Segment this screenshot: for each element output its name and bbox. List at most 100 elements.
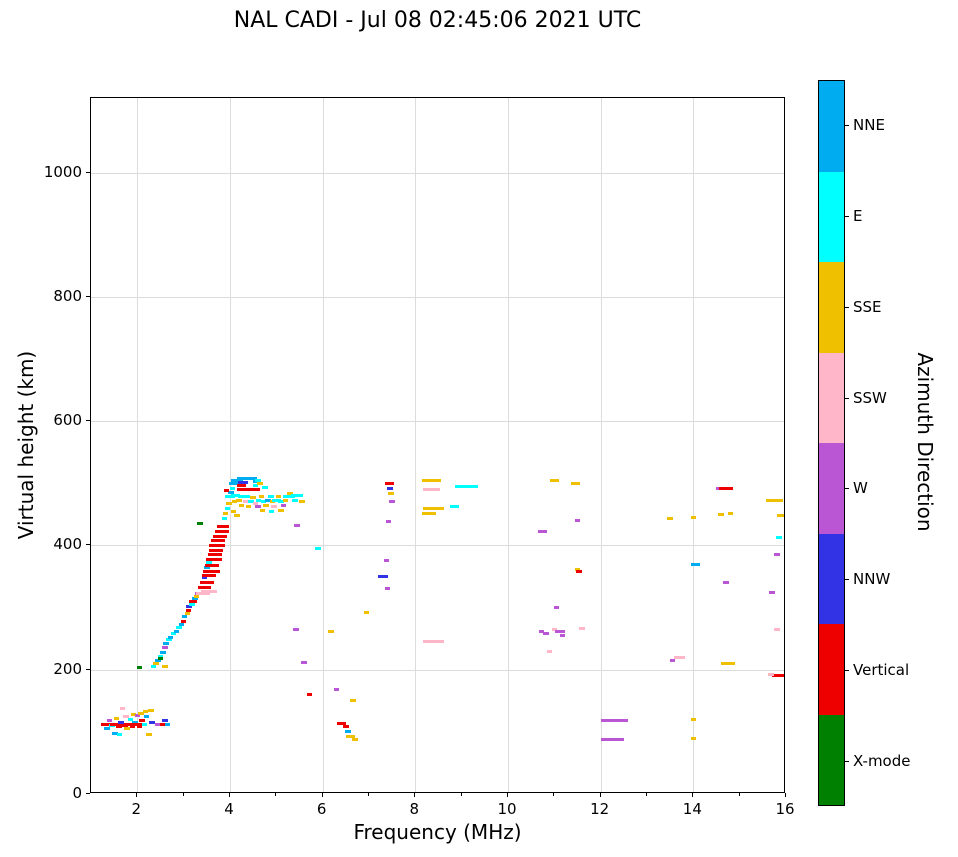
echo-point: [423, 488, 440, 491]
echo-point: [716, 486, 722, 490]
grid-line-vertical: [230, 98, 231, 792]
echo-point: [192, 596, 199, 600]
echo-point: [236, 477, 251, 481]
echo-point: [259, 508, 266, 512]
echo-point: [291, 494, 303, 498]
echo-point: [228, 491, 234, 495]
echo-point: [162, 719, 168, 723]
echo-point: [124, 722, 134, 726]
x-minor-tick-mark: [738, 793, 740, 796]
echo-point: [164, 722, 171, 726]
echo-point: [149, 721, 155, 725]
echo-point: [773, 553, 780, 557]
echo-point: [255, 499, 262, 503]
echo-point: [252, 483, 259, 487]
x-tick-label: 16: [775, 800, 795, 818]
echo-point: [690, 515, 697, 519]
echo-point: [292, 499, 298, 503]
echo-point: [225, 495, 235, 499]
x-tick-mark: [507, 793, 508, 797]
grid-line-horizontal: [91, 172, 784, 174]
y-tick-label: 600: [53, 411, 82, 430]
echo-point: [136, 725, 143, 729]
grid-line-horizontal: [91, 545, 784, 547]
echo-point: [549, 479, 559, 483]
echo-point: [178, 623, 185, 627]
x-tick-mark: [599, 793, 601, 797]
echo-point: [769, 590, 775, 594]
y-tick-label: 200: [53, 659, 82, 678]
echo-point: [206, 560, 212, 564]
echo-point: [231, 500, 238, 504]
y-axis-label: Virtual height (km): [14, 350, 38, 540]
echo-point: [127, 717, 134, 721]
echo-point: [722, 581, 729, 585]
echo-point: [170, 632, 177, 636]
echo-point: [136, 666, 143, 670]
y-tick-mark: [86, 420, 90, 422]
echo-point: [223, 489, 230, 493]
echo-point: [570, 481, 580, 485]
echo-point: [766, 499, 783, 503]
echo-point: [773, 627, 780, 631]
colorbar-tick-mark: [845, 488, 849, 490]
echo-point: [160, 650, 166, 654]
echo-point: [718, 513, 724, 517]
echo-point: [236, 488, 261, 491]
colorbar-entry-label: X-mode: [853, 751, 911, 770]
echo-point: [132, 722, 143, 726]
echo-point: [388, 492, 394, 496]
echo-point: [258, 495, 265, 499]
echo-point: [345, 735, 356, 739]
echo-point: [776, 514, 784, 518]
chart-title: NAL CADI - Jul 08 02:45:06 2021 UTC: [233, 8, 642, 33]
echo-point: [162, 665, 168, 669]
echo-point: [450, 505, 460, 509]
echo-point: [271, 499, 281, 503]
echo-point: [293, 627, 299, 631]
colorbar-entry-label: NNE: [853, 116, 885, 135]
grid-line-vertical: [322, 98, 324, 792]
y-tick-label: 800: [53, 286, 82, 305]
echo-point: [299, 500, 305, 504]
echo-point: [268, 509, 275, 513]
echo-point: [333, 688, 340, 692]
y-tick-label: 0: [72, 784, 82, 802]
echo-point: [181, 615, 188, 619]
echo-point: [551, 627, 558, 631]
echo-point: [538, 530, 548, 534]
echo-point: [224, 506, 231, 510]
echo-point: [275, 495, 282, 499]
colorbar-tick-mark: [845, 125, 849, 127]
echo-point: [454, 484, 478, 488]
echo-point: [555, 629, 565, 633]
x-tick-label: 4: [224, 800, 234, 818]
y-tick-mark: [86, 668, 90, 670]
colorbar-segment-sse: [819, 262, 844, 353]
x-minor-tick-mark: [182, 793, 184, 796]
colorbar-tick-mark: [845, 669, 849, 671]
echo-point: [384, 587, 391, 591]
echo-point: [167, 635, 174, 639]
echo-point: [118, 721, 124, 725]
echo-point: [261, 485, 268, 489]
echo-point: [157, 654, 164, 658]
echo-point: [255, 478, 261, 482]
colorbar-segment-x-mode: [819, 714, 844, 805]
echo-point: [188, 599, 198, 603]
echo-point: [352, 737, 358, 741]
grid-line-horizontal: [91, 421, 784, 423]
echo-point: [142, 710, 149, 714]
echo-point: [423, 640, 445, 644]
echo-point: [201, 589, 218, 593]
x-tick-label: 6: [316, 800, 327, 818]
echo-point: [574, 519, 581, 523]
echo-point: [134, 714, 141, 718]
echo-point: [306, 693, 313, 697]
colorbar-tick-mark: [845, 760, 849, 762]
echo-point: [209, 548, 224, 552]
echo-point: [422, 511, 437, 515]
echo-point: [162, 646, 168, 650]
echo-point: [150, 665, 157, 669]
echo-point: [282, 499, 289, 503]
